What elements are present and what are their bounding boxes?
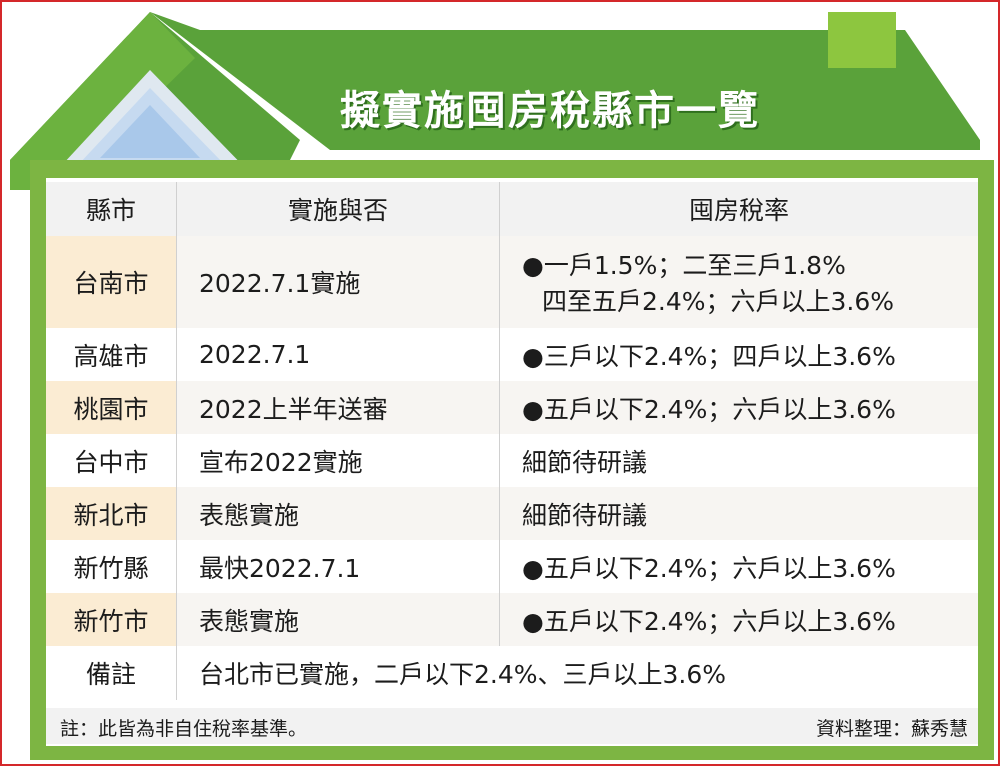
- table-row: 新竹縣 最快2022.7.1 ●五戶以下2.4%；六戶以上3.6%: [46, 540, 978, 593]
- rate-cell: ●五戶以下2.4%；六戶以上3.6%: [499, 381, 978, 434]
- table-row: 高雄市 2022.7.1 ●三戶以下2.4%；四戶以上3.6%: [46, 328, 978, 381]
- page-title: 擬實施囤房稅縣市一覽: [340, 88, 760, 134]
- status-cell: 2022.7.1: [176, 328, 500, 381]
- table-row: 桃園市 2022上半年送審 ●五戶以下2.4%；六戶以上3.6%: [46, 381, 978, 434]
- city-cell: 桃園市: [46, 381, 177, 434]
- table-row: 新竹市 表態實施 ●五戶以下2.4%；六戶以上3.6%: [46, 593, 978, 646]
- rate-cell: 細節待研議: [499, 487, 978, 540]
- header-city: 縣市: [46, 182, 177, 236]
- table-row: 台中市 宣布2022實施 細節待研議: [46, 434, 978, 487]
- status-cell: 表態實施: [176, 487, 500, 540]
- rate-cell: 細節待研議: [499, 434, 978, 487]
- tax-rate-table: 縣市 實施與否 囤房稅率 台南市 2022.7.1實施 ●一戶1.5%；二至三戶…: [46, 182, 978, 700]
- source-credit: 資料整理：蘇秀慧: [815, 718, 968, 740]
- header-rate: 囤房稅率: [499, 182, 978, 236]
- footer-bar: 註：此皆為非自住稅率基準。 資料整理：蘇秀慧: [46, 708, 978, 744]
- status-cell: 2022上半年送審: [176, 381, 500, 434]
- status-cell: 最快2022.7.1: [176, 540, 500, 593]
- table-row: 台南市 2022.7.1實施 ●一戶1.5%；二至三戶1.8% 四至五戶2.4%…: [46, 236, 978, 328]
- footnote: 註：此皆為非自住稅率基準。: [60, 718, 308, 740]
- rate-cell: ●五戶以下2.4%；六戶以上3.6%: [499, 593, 978, 646]
- status-cell: 表態實施: [176, 593, 500, 646]
- city-cell: 新竹縣: [46, 540, 177, 593]
- city-cell: 新北市: [46, 487, 177, 540]
- rate-cell: ●一戶1.5%；二至三戶1.8% 四至五戶2.4%；六戶以上3.6%: [499, 236, 978, 328]
- city-cell: 高雄市: [46, 328, 177, 381]
- rate-cell: ●三戶以下2.4%；四戶以上3.6%: [499, 328, 978, 381]
- city-cell: 台中市: [46, 434, 177, 487]
- rate-line-2: 四至五戶2.4%；六戶以上3.6%: [542, 287, 895, 316]
- status-cell: 2022.7.1實施: [176, 236, 500, 328]
- city-cell: 新竹市: [46, 593, 177, 646]
- house-roof-graphic: [10, 12, 980, 190]
- rate-line-1: ●一戶1.5%；二至三戶1.8%: [522, 251, 846, 280]
- remark-text: 台北市已實施，二戶以下2.4%、三戶以上3.6%: [176, 646, 978, 700]
- remark-label: 備註: [46, 646, 177, 700]
- rate-cell: ●五戶以下2.4%；六戶以上3.6%: [499, 540, 978, 593]
- table-header-row: 縣市 實施與否 囤房稅率: [46, 182, 978, 236]
- table-row: 新北市 表態實施 細節待研議: [46, 487, 978, 540]
- city-cell: 台南市: [46, 236, 177, 328]
- chimney-block: [828, 12, 896, 68]
- header-status: 實施與否: [176, 182, 500, 236]
- remark-row: 備註 台北市已實施，二戶以下2.4%、三戶以上3.6%: [46, 646, 978, 700]
- status-cell: 宣布2022實施: [176, 434, 500, 487]
